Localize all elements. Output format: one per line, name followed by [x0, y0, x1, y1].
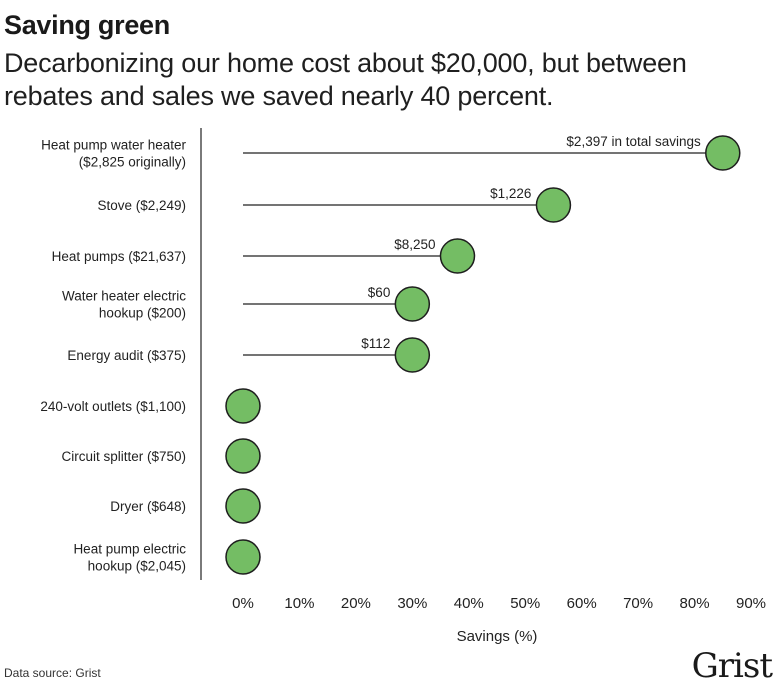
data-point — [394, 337, 431, 373]
data-point — [225, 539, 261, 575]
category-label: Stove ($2,249) — [97, 198, 186, 213]
category-label: 240-volt outlets ($1,100) — [40, 399, 186, 414]
category-label: Heat pumps ($21,637) — [52, 249, 186, 264]
data-label: $60 — [368, 285, 391, 300]
x-tick-label: 60% — [567, 595, 597, 612]
category-label-line: Heat pump electric — [73, 542, 186, 557]
category-label-line: hookup ($2,045) — [88, 559, 186, 574]
category-label-line: Stove ($2,249) — [97, 198, 186, 213]
category-label-line: Heat pump water heater — [41, 138, 186, 153]
x-tick-label: 10% — [284, 595, 314, 612]
x-tick-label: 90% — [736, 595, 766, 612]
category-label: Circuit splitter ($750) — [61, 449, 186, 464]
category-label: Energy audit ($375) — [67, 348, 186, 363]
data-point — [535, 187, 572, 223]
category-label-line: Water heater electric — [62, 289, 186, 304]
x-tick-label: 50% — [510, 595, 540, 612]
data-point — [225, 488, 261, 524]
x-tick-label: 0% — [232, 595, 254, 612]
category-label: Dryer ($648) — [110, 499, 186, 514]
category-label-line: Circuit splitter ($750) — [61, 449, 186, 464]
category-label: Heat pump electric hookup ($2,045) — [73, 542, 186, 574]
data-point — [225, 388, 261, 424]
category-label: Heat pump water heater ($2,825 originally… — [41, 138, 186, 170]
data-point — [394, 286, 431, 322]
category-label-line: Energy audit ($375) — [67, 348, 186, 363]
x-tick-label: 40% — [454, 595, 484, 612]
category-label-line: 240-volt outlets ($1,100) — [40, 399, 186, 414]
category-label-line: hookup ($200) — [99, 306, 186, 321]
category-label-line: Heat pumps ($21,637) — [52, 249, 186, 264]
chart-subtitle: Decarbonizing our home cost about $20,00… — [4, 48, 687, 111]
data-label: $8,250 — [394, 237, 435, 252]
x-tick-label: 20% — [341, 595, 371, 612]
x-tick-label: 30% — [397, 595, 427, 612]
x-tick-label: 70% — [623, 595, 653, 612]
data-point — [225, 438, 261, 474]
x-tick-label: 80% — [680, 595, 710, 612]
data-label: $2,397 in total savings — [566, 134, 701, 149]
chart-title: Saving green — [4, 10, 170, 40]
data-source-note: Data source: Grist — [4, 666, 101, 680]
data-label: $112 — [361, 336, 390, 351]
data-point — [439, 238, 476, 274]
grist-logo: Grist — [691, 646, 773, 686]
x-axis-label: Savings (%) — [457, 628, 538, 645]
category-label: Water heater electric hookup ($200) — [62, 289, 186, 321]
category-label-line: Dryer ($648) — [110, 499, 186, 514]
category-label-line: ($2,825 originally) — [79, 155, 186, 170]
data-point — [705, 135, 741, 171]
data-label: $1,226 — [490, 186, 531, 201]
